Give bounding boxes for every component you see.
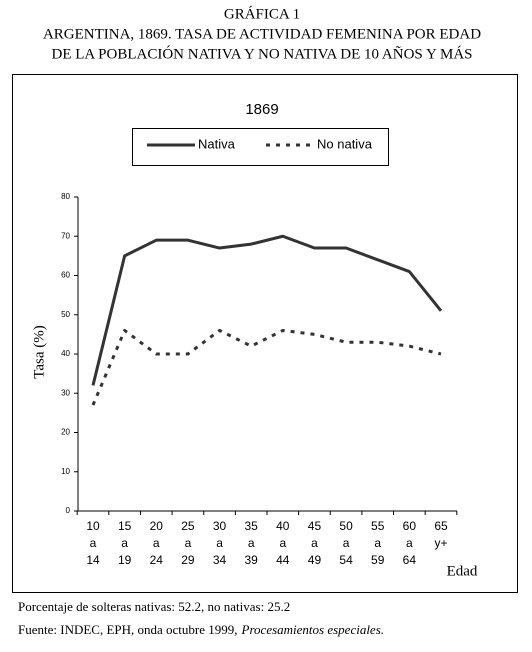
x-tick-label: a — [153, 536, 160, 550]
source: Fuente: INDEC, EPH, onda octubre 1999, Pr… — [18, 622, 384, 637]
x-tick-label: 29 — [181, 553, 195, 567]
chart-title: 1869 — [245, 101, 278, 118]
x-tick-label: a — [406, 536, 413, 550]
x-tick-label: a — [311, 536, 318, 550]
x-tick-label: 25 — [181, 519, 195, 533]
title-line: ARGENTINA, 1869. TASA DE ACTIVIDAD FEMEN… — [43, 26, 481, 42]
series-line — [91, 234, 443, 386]
legend-label: Nativa — [198, 136, 236, 151]
title-line: DE LA POBLACIÓN NATIVA Y NO NATIVA DE 10… — [51, 45, 472, 62]
x-tick-label: a — [374, 536, 381, 550]
legend-label: No nativa — [317, 136, 373, 151]
x-tick-label: 34 — [213, 553, 227, 567]
x-tick-label: 14 — [86, 553, 100, 567]
y-axis-label: Tasa (%) — [31, 325, 47, 379]
x-tick-label: a — [185, 536, 192, 550]
frame — [12, 74, 518, 593]
x-tick-label: 64 — [403, 553, 417, 567]
heading: GRÁFICA 1 — [224, 5, 300, 22]
x-tick-label: a — [279, 536, 286, 550]
x-tick-label: 19 — [118, 553, 132, 567]
source-italic: Procesamientos especiales. — [241, 622, 384, 637]
x-tick-label: 24 — [150, 553, 164, 567]
x-tick-label: a — [121, 536, 128, 550]
x-tick-label: a — [90, 536, 97, 550]
x-tick-label: 50 — [339, 519, 353, 533]
x-tick-label: 54 — [339, 553, 353, 567]
x-tick-label: 65 — [434, 519, 448, 533]
y-tick-label: 80 — [61, 192, 70, 201]
x-tick-label: 60 — [403, 519, 417, 533]
x-tick-label: 45 — [308, 519, 322, 533]
legend-box — [132, 128, 389, 166]
x-axis-label: Edad — [447, 563, 478, 579]
note: Porcentaje de solteras nativas: 52.2, no… — [18, 599, 290, 614]
x-tick-label: 30 — [213, 519, 227, 533]
x-tick-label: 15 — [118, 519, 132, 533]
y-tick-label: 30 — [61, 388, 70, 397]
series-line — [91, 328, 442, 406]
x-tick-label: 35 — [245, 519, 259, 533]
y-tick-label: 50 — [61, 310, 70, 319]
y-tick-label: 70 — [61, 231, 70, 240]
x-tick-label: 59 — [371, 553, 385, 567]
x-tick-label: 44 — [276, 553, 290, 567]
y-tick-label: 20 — [61, 428, 70, 437]
x-tick-label: 49 — [308, 553, 322, 567]
x-tick-label: 10 — [86, 519, 100, 533]
x-tick-label: a — [216, 536, 223, 550]
y-tick-label: 0 — [66, 506, 71, 515]
source-text: Fuente: INDEC, EPH, onda octubre 1999, — [18, 622, 238, 637]
x-tick-label: 39 — [245, 553, 259, 567]
x-tick-label: 40 — [276, 519, 290, 533]
x-tick-label: 20 — [150, 519, 164, 533]
y-tick-label: 10 — [61, 467, 70, 476]
x-tick-label: y+ — [434, 536, 447, 550]
x-tick-label: 55 — [371, 519, 385, 533]
x-tick-label: a — [343, 536, 350, 550]
x-tick-label: a — [248, 536, 255, 550]
y-tick-label: 40 — [61, 349, 70, 358]
y-tick-label: 60 — [61, 271, 70, 280]
